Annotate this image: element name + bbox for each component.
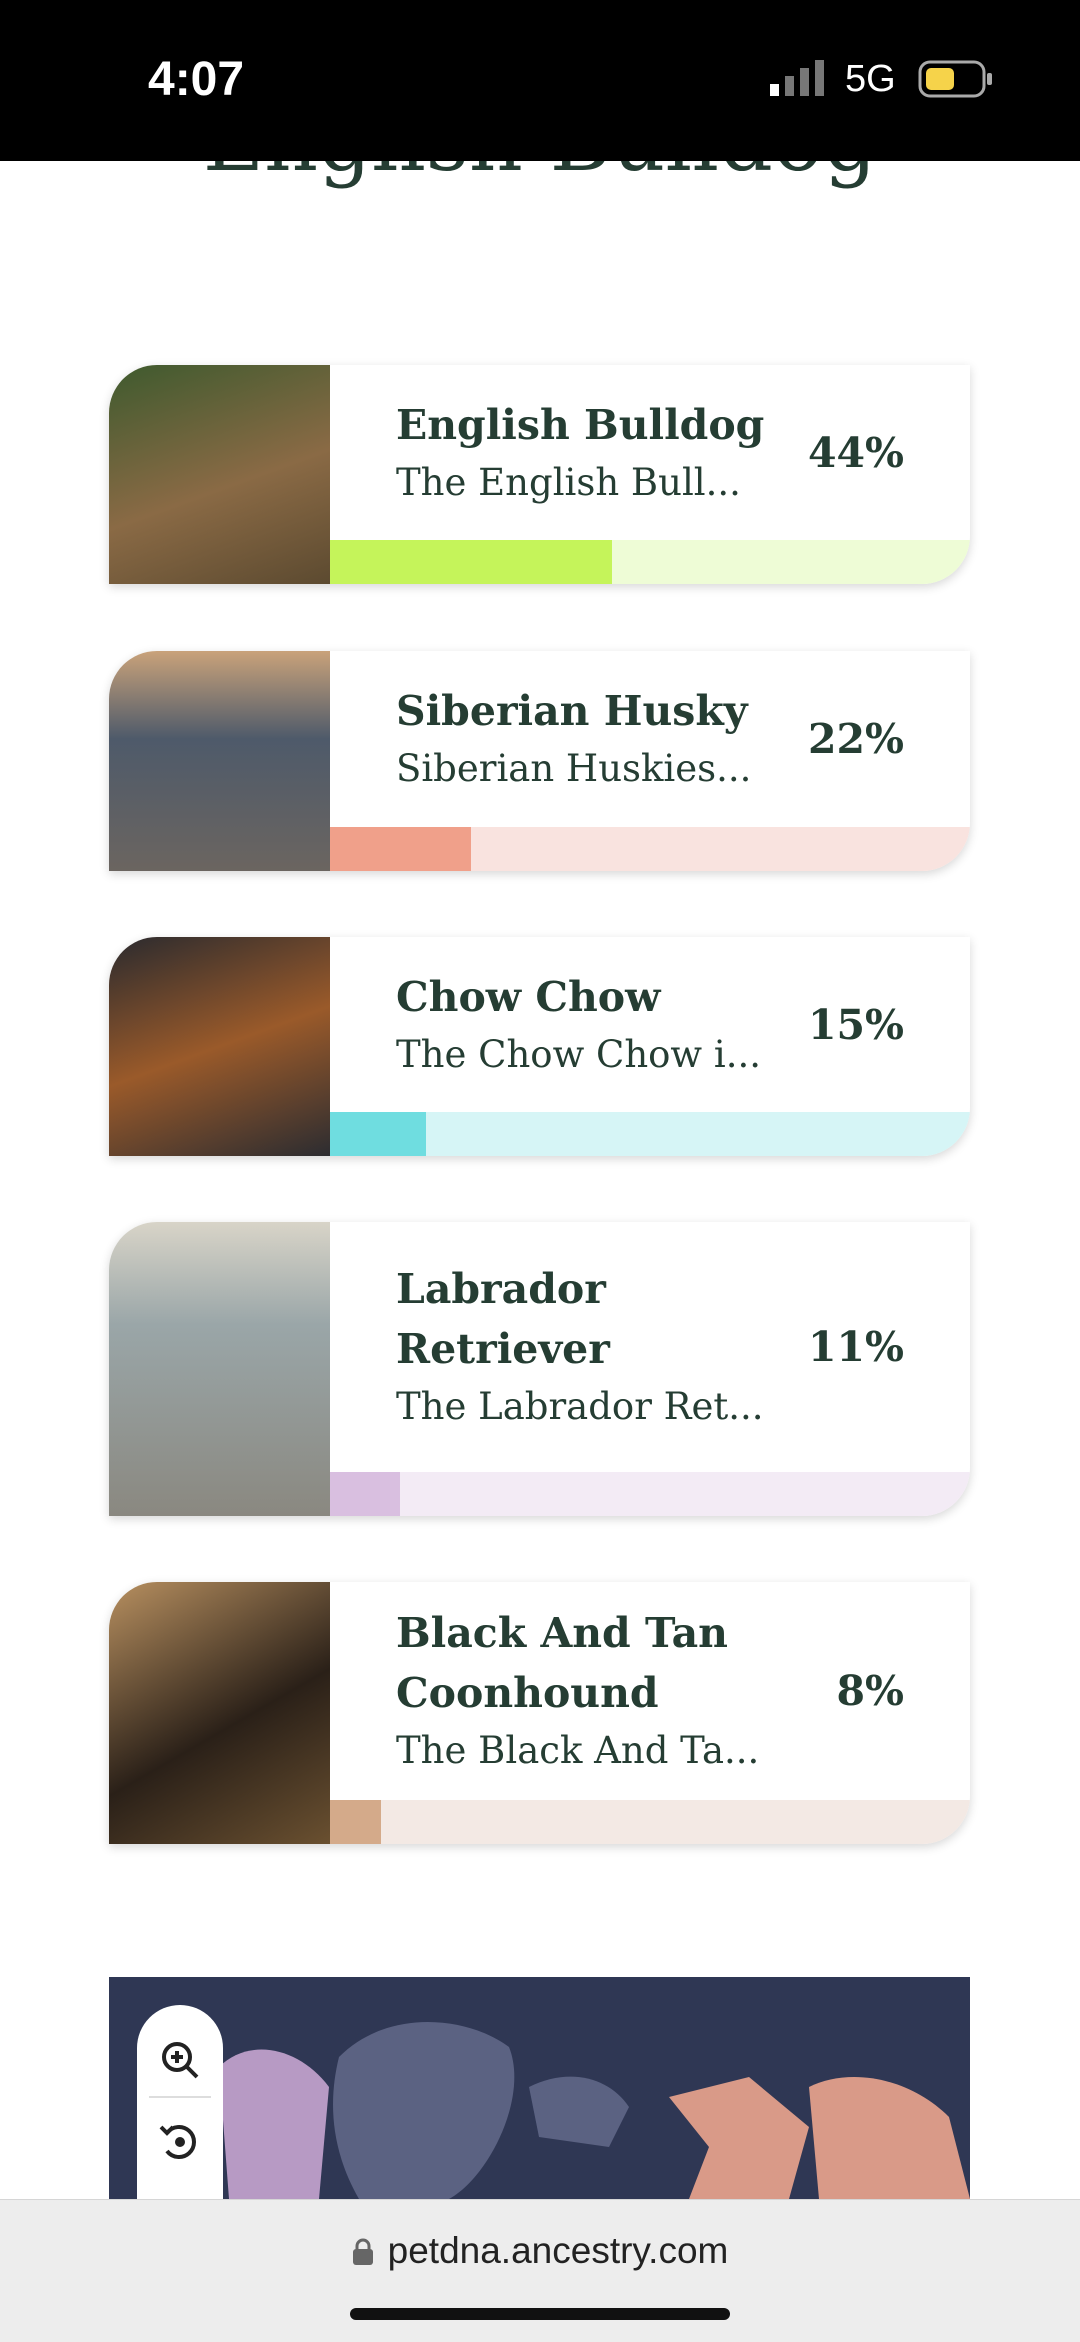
signal-icon bbox=[770, 60, 824, 96]
breed-description: The English Bull... bbox=[396, 460, 741, 504]
breed-name: Labrador Retriever bbox=[396, 1265, 610, 1373]
url-text: petdna.ancestry.com bbox=[387, 2230, 729, 2271]
breed-photo bbox=[109, 365, 330, 584]
breed-card[interactable]: English Bulldog The English Bull... 44% bbox=[109, 365, 970, 584]
breed-text: Siberian Husky Siberian Huskies... bbox=[396, 651, 826, 827]
percentage: 15% bbox=[807, 1000, 904, 1049]
breed-name: Chow Chow bbox=[396, 972, 661, 1021]
breed-card[interactable]: Chow Chow The Chow Chow i... 15% bbox=[109, 937, 970, 1156]
progress-track bbox=[330, 1112, 970, 1156]
percentage: 8% bbox=[836, 1667, 905, 1715]
progress-track bbox=[330, 1800, 970, 1844]
progress-bar bbox=[330, 540, 612, 584]
breed-card[interactable]: Black And Tan Coonhound The Black And Ta.… bbox=[109, 1582, 970, 1844]
clock: 4:07 bbox=[148, 53, 245, 106]
progress-bar bbox=[330, 1112, 426, 1156]
breed-name: Siberian Husky bbox=[396, 687, 748, 735]
percentage: 22% bbox=[807, 715, 904, 763]
breed-name: Black And Tan Coonhound bbox=[396, 1609, 728, 1717]
battery-icon bbox=[918, 60, 992, 98]
progress-track bbox=[330, 827, 970, 871]
zoom-in-button[interactable] bbox=[162, 2042, 199, 2079]
breed-card[interactable]: Labrador Retriever The Labrador Ret... 11% bbox=[109, 1222, 970, 1516]
breed-name: English Bulldog bbox=[396, 400, 765, 449]
breed-description: Siberian Huskies... bbox=[396, 747, 752, 790]
progress-track bbox=[330, 540, 970, 584]
progress-bar bbox=[330, 1472, 401, 1516]
status-bar: 4:07 5G bbox=[0, 0, 1080, 161]
reset-button[interactable] bbox=[159, 2125, 196, 2159]
percentage: 44% bbox=[807, 428, 904, 477]
breed-card[interactable]: Siberian Husky Siberian Huskies... 22% bbox=[109, 651, 970, 871]
breed-description: The Chow Chow i... bbox=[396, 1032, 761, 1076]
breed-photo bbox=[109, 651, 330, 871]
breed-description: The Black And Ta... bbox=[396, 1729, 760, 1772]
browser-bar: petdna.ancestry.com bbox=[0, 2199, 1080, 2342]
map[interactable] bbox=[109, 1977, 970, 2199]
breed-description: The Labrador Ret... bbox=[396, 1385, 764, 1428]
map-controls bbox=[137, 2005, 223, 2199]
breed-text: Chow Chow The Chow Chow i... bbox=[396, 937, 826, 1112]
lock-icon bbox=[352, 2238, 373, 2265]
breed-text: Black And Tan Coonhound The Black And Ta.… bbox=[396, 1582, 826, 1800]
progress-track bbox=[330, 1472, 970, 1516]
breed-text: English Bulldog The English Bull... bbox=[396, 365, 826, 540]
breed-photo bbox=[109, 1582, 330, 1844]
home-indicator bbox=[350, 2308, 730, 2320]
url[interactable]: petdna.ancestry.com bbox=[0, 2230, 1080, 2272]
network: 5G bbox=[845, 58, 896, 100]
breed-text: Labrador Retriever The Labrador Ret... bbox=[396, 1222, 826, 1472]
progress-bar bbox=[330, 827, 471, 871]
map-control-icons bbox=[149, 2042, 211, 2159]
breed-photo bbox=[109, 1222, 330, 1516]
breed-photo bbox=[109, 937, 330, 1156]
map-shapes bbox=[219, 2022, 970, 2199]
percentage: 11% bbox=[807, 1323, 904, 1371]
progress-bar bbox=[330, 1800, 382, 1844]
